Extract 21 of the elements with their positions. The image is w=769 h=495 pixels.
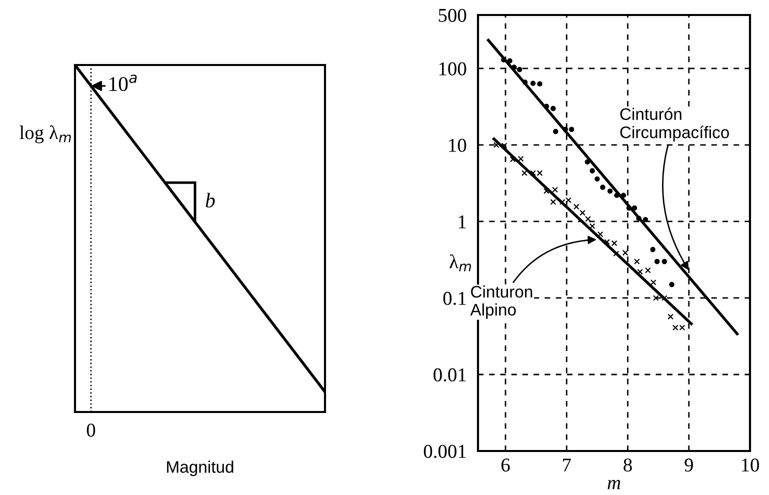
annotation: 10$^{a}$ xyxy=(110,74,137,92)
x-tick-label: 6 xyxy=(501,458,510,472)
x-tick-label: 10 xyxy=(742,458,759,472)
annotation: Cinturón Circumpacífico xyxy=(620,108,729,142)
y-tick-label: 10 xyxy=(449,138,466,152)
x-tick-label: 7 xyxy=(563,458,571,472)
text: 0 xyxy=(86,424,96,437)
y-tick-label: 100 xyxy=(439,62,466,76)
y-tick-label: 1 xyxy=(458,215,466,228)
y-tick-label: 0.001 xyxy=(424,444,466,458)
x-axis-title: m xyxy=(608,480,620,490)
annotation: Cinturon Alpino xyxy=(470,285,532,319)
annotation: b xyxy=(206,192,215,208)
y-tick-label: 0.01 xyxy=(434,368,466,382)
y-axis-title: log λ$_{m}$ xyxy=(20,125,71,144)
x-tick-label: 8 xyxy=(624,458,632,472)
y-tick-label: 0.1 xyxy=(443,292,466,306)
y-axis-title: λ$_{m}$ xyxy=(450,254,471,272)
x-axis-title: Magnitud xyxy=(167,460,234,476)
x-tick-label: 9 xyxy=(684,458,693,472)
y-tick-label: 500 xyxy=(438,8,466,22)
